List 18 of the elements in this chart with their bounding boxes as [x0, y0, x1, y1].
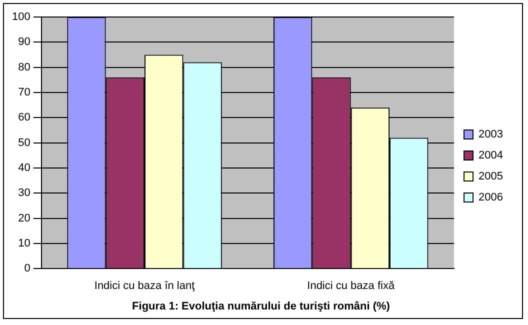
- y-tick-label: 50: [18, 136, 30, 149]
- legend-label: 2006: [478, 192, 504, 204]
- legend-label: 2003: [478, 128, 504, 141]
- y-tick-label: 100: [12, 11, 30, 24]
- y-tick-label: 70: [18, 86, 30, 99]
- y-tick-label: 40: [18, 162, 30, 174]
- y-tick-label: 10: [18, 237, 30, 250]
- x-tick-label: Indici cu baza în lanţ: [94, 280, 196, 292]
- x-tick-label: Indici cu baza fixă: [307, 280, 396, 292]
- y-tick-label: 90: [18, 36, 30, 48]
- y-tick-label: 30: [18, 187, 30, 200]
- y-tick-label: 0: [24, 262, 30, 275]
- legend-label: 2004: [478, 150, 504, 162]
- legend-label: 2005: [478, 170, 504, 183]
- y-tick-label: 60: [18, 112, 30, 124]
- y-tick-label: 20: [18, 212, 30, 224]
- y-tick-label: 80: [18, 61, 30, 74]
- text: Figura 1: Evoluţia numărului de turişti români (%): [132, 300, 390, 312]
